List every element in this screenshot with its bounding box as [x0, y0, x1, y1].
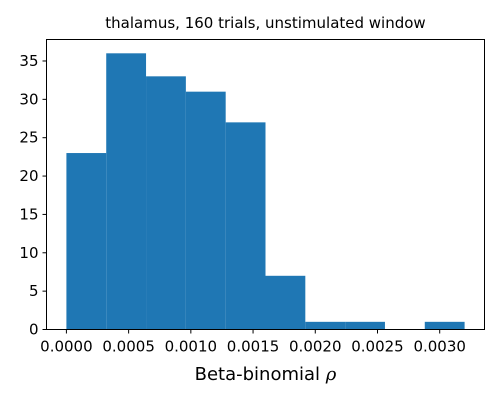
y-axis-ticks: 0 5 10 15 20 25 30 35 — [19, 52, 47, 339]
bars-group — [66, 53, 465, 330]
x-tick-label: 0.0030 — [413, 338, 466, 356]
chart-title: thalamus, 160 trials, unstimulated windo… — [105, 14, 425, 32]
x-axis-label: Beta-binomial ρ — [195, 364, 337, 385]
x-tick-label: 0.0020 — [289, 338, 342, 356]
histogram-bar — [305, 321, 346, 330]
y-tick-label: 15 — [19, 205, 38, 223]
y-tick-label: 35 — [19, 52, 38, 70]
x-axis-ticks: 0.0000 0.0005 0.0010 0.0015 0.0020 0.0025 0.00… — [40, 329, 466, 356]
x-tick-label: 0.0025 — [351, 338, 404, 356]
histogram-bar — [225, 122, 266, 330]
histogram-bar — [424, 321, 465, 330]
histogram-bar — [66, 153, 107, 330]
histogram-bar — [106, 53, 147, 330]
histogram-bar — [185, 91, 226, 330]
y-tick-label: 20 — [19, 167, 38, 185]
x-tick-label: 0.0015 — [227, 338, 280, 356]
x-tick-label: 0.0010 — [165, 338, 218, 356]
histogram-bar — [146, 76, 186, 330]
x-tick-label: 0.0000 — [40, 338, 93, 356]
y-tick-label: 0 — [29, 321, 39, 339]
histogram-bar — [265, 275, 306, 330]
x-tick-label: 0.0005 — [102, 338, 155, 356]
y-tick-label: 5 — [29, 282, 39, 300]
y-tick-label: 25 — [19, 129, 38, 147]
x-axis-label-text: Beta-binomial — [195, 364, 326, 385]
y-tick-label: 30 — [19, 90, 38, 108]
histogram-bar — [345, 321, 385, 330]
plot-frame — [46, 39, 485, 330]
y-tick-label: 10 — [19, 244, 38, 262]
x-axis-label-symbol: ρ — [325, 364, 337, 385]
